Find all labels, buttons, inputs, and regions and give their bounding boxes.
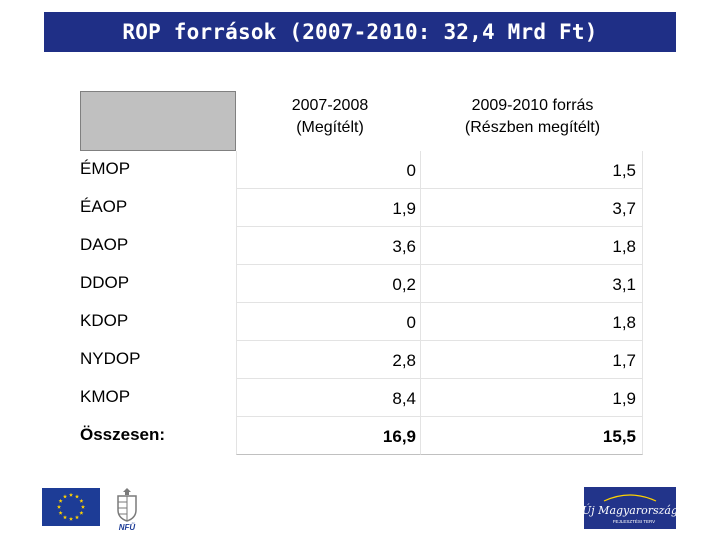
header-2007-2008: 2007-2008 (Megítélt) [291,97,369,136]
value-2007-2008: 8,4 [236,379,420,417]
eu-star-icon [56,504,62,509]
table-row: ÉMOP 0 1,5 [80,151,643,189]
value-2009-2010: 1,9 [420,379,643,417]
eu-star-icon [79,498,84,503]
row-label: ÉAOP [80,197,128,216]
table-row: KMOP 8,4 1,9 [80,379,643,417]
header-blank-cell [80,91,236,151]
eu-star-icon [62,494,68,499]
eu-star-icon [74,515,80,520]
eu-star-icon [79,510,84,515]
value-2007-2008: 0,2 [236,265,420,303]
row-label: DAOP [80,235,129,254]
header-2009-2010: 2009-2010 forrás (Részben megítélt) [464,97,601,136]
value-2009-2010: 3,7 [420,189,643,227]
total-2007-2008: 16,9 [236,417,420,455]
uj-logo-subtext: FEJLESZTÉSI TERV [613,518,655,524]
eu-star-icon [62,515,68,520]
eu-flag-logo [42,488,100,526]
row-label: DDOP [80,273,130,292]
value-2009-2010: 3,1 [420,265,643,303]
funding-table: 2007-2008 (Megítélt) 2009-2010 forrás (R… [80,91,643,455]
value-2007-2008: 2,8 [236,341,420,379]
slide-title: ROP források (2007-2010: 32,4 Mrd Ft) [44,12,676,52]
table-header: 2007-2008 (Megítélt) 2009-2010 forrás (R… [80,91,643,151]
value-2007-2008: 0 [236,151,420,189]
eu-star-icon [58,510,63,515]
table-row: NYDOP 2,8 1,7 [80,341,643,379]
total-label: Összesen: [80,425,166,444]
eu-star-icon [68,492,74,497]
table-row: DAOP 3,6 1,8 [80,227,643,265]
value-2009-2010: 1,5 [420,151,643,189]
nfu-text: NFÜ [119,523,136,532]
value-2009-2010: 1,8 [420,303,643,341]
eu-star-icon [74,494,80,499]
eu-star-icon [68,516,74,521]
eu-star-icon [80,504,86,509]
row-label: NYDOP [80,349,141,368]
total-2009-2010: 15,5 [420,417,643,455]
nfu-coat-of-arms-logo: NFÜ [117,488,137,532]
table-row: ÉAOP 1,9 3,7 [80,189,643,227]
row-label: KDOP [80,311,129,330]
table-row: KDOP 0 1,8 [80,303,643,341]
value-2007-2008: 0 [236,303,420,341]
row-label: KMOP [80,387,131,406]
value-2009-2010: 1,8 [420,227,643,265]
eu-star-icon [58,498,63,503]
uj-magyarorszag-logo: Új Magyarország FEJLESZTÉSI TERV [584,487,676,529]
value-2009-2010: 1,7 [420,341,643,379]
value-2007-2008: 3,6 [236,227,420,265]
total-row: Összesen: 16,9 15,5 [80,417,643,455]
value-2007-2008: 1,9 [236,189,420,227]
table-row: DDOP 0,2 3,1 [80,265,643,303]
uj-logo-text: Új Magyarország [584,503,676,517]
row-label: ÉMOP [80,159,131,178]
